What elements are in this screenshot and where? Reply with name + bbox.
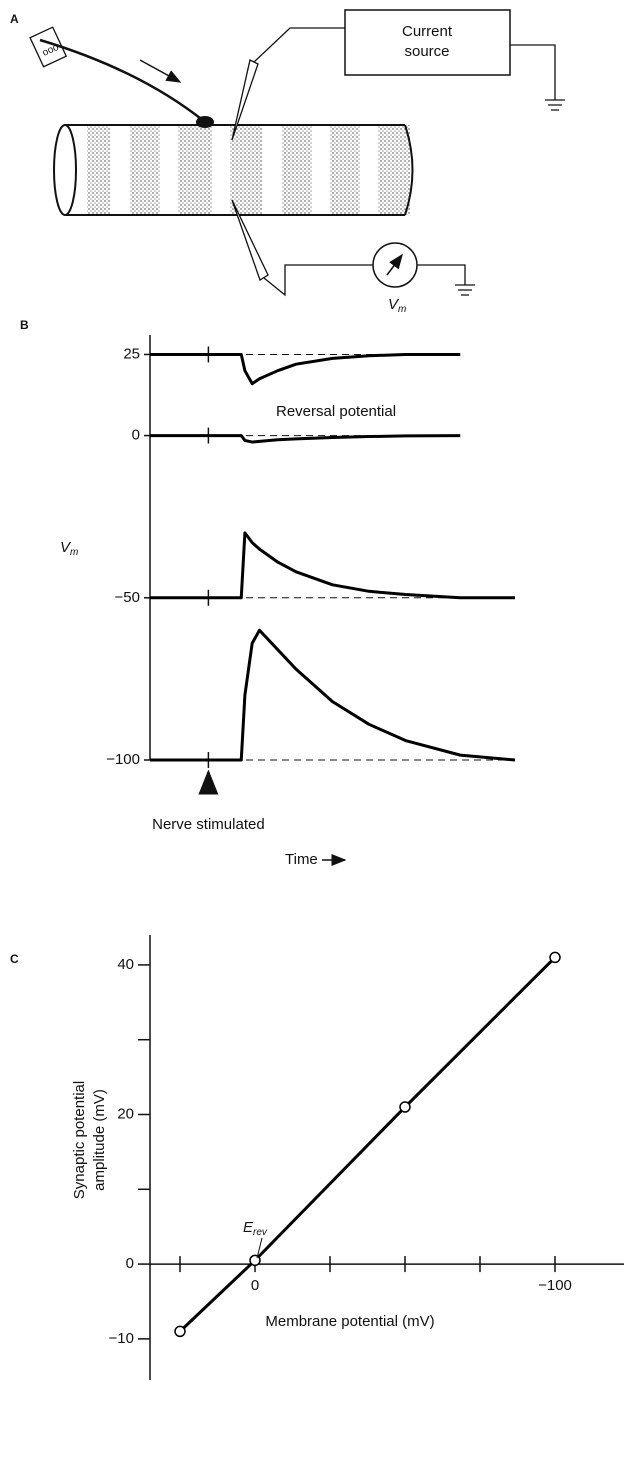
diagram-label: m — [398, 304, 406, 315]
y-tick-label: −50 — [115, 589, 140, 606]
label: Erev — [243, 1219, 268, 1238]
diagram-label: Current — [402, 23, 453, 40]
y-tick-label: 0 — [126, 1255, 134, 1272]
diagram-label: source — [404, 43, 449, 60]
y-tick-label: −100 — [106, 751, 140, 768]
fit-line — [178, 956, 557, 1333]
y-tick-label: −10 — [109, 1330, 134, 1347]
annotation-pointer — [256, 1237, 263, 1259]
label: E — [243, 1219, 254, 1236]
diagram-label: Vm — [388, 296, 406, 315]
panel-letter: B — [20, 318, 29, 332]
label: V — [60, 539, 72, 556]
x-tick-label: −100 — [538, 1277, 572, 1294]
trace — [150, 531, 515, 600]
y-axis-label: Synaptic potential — [71, 1081, 88, 1199]
x-axis-label: Membrane potential (mV) — [265, 1313, 434, 1330]
svg-text:ooo: ooo — [41, 42, 61, 59]
label: m — [70, 547, 78, 558]
annotation: Reversal potential — [276, 403, 396, 420]
y-tick-label: 0 — [132, 427, 140, 444]
y-axis-label: Synaptic potential amplitude (mV) — [71, 1081, 108, 1199]
trace — [150, 434, 461, 444]
label: Vm — [60, 539, 78, 558]
point — [549, 951, 561, 964]
point — [249, 1254, 261, 1267]
stimulus-label: Nerve stimulated — [152, 816, 265, 833]
y-tick-label: 25 — [123, 345, 140, 362]
label: rev — [253, 1227, 268, 1238]
trace — [150, 628, 516, 762]
trace — [150, 352, 461, 386]
point — [399, 1101, 411, 1113]
point — [174, 1325, 186, 1338]
y-tick-label: 40 — [117, 956, 134, 973]
y-axis-label: amplitude (mV) — [91, 1089, 108, 1191]
panel-letter: A — [10, 12, 19, 26]
diagram: ooo — [29, 9, 565, 297]
x-tick-label: 0 — [251, 1277, 259, 1294]
panel-letter: C — [10, 952, 19, 966]
y-tick-label: 20 — [117, 1105, 134, 1122]
x-axis-label: Time — [285, 851, 318, 868]
diagram-label: V — [388, 296, 400, 313]
